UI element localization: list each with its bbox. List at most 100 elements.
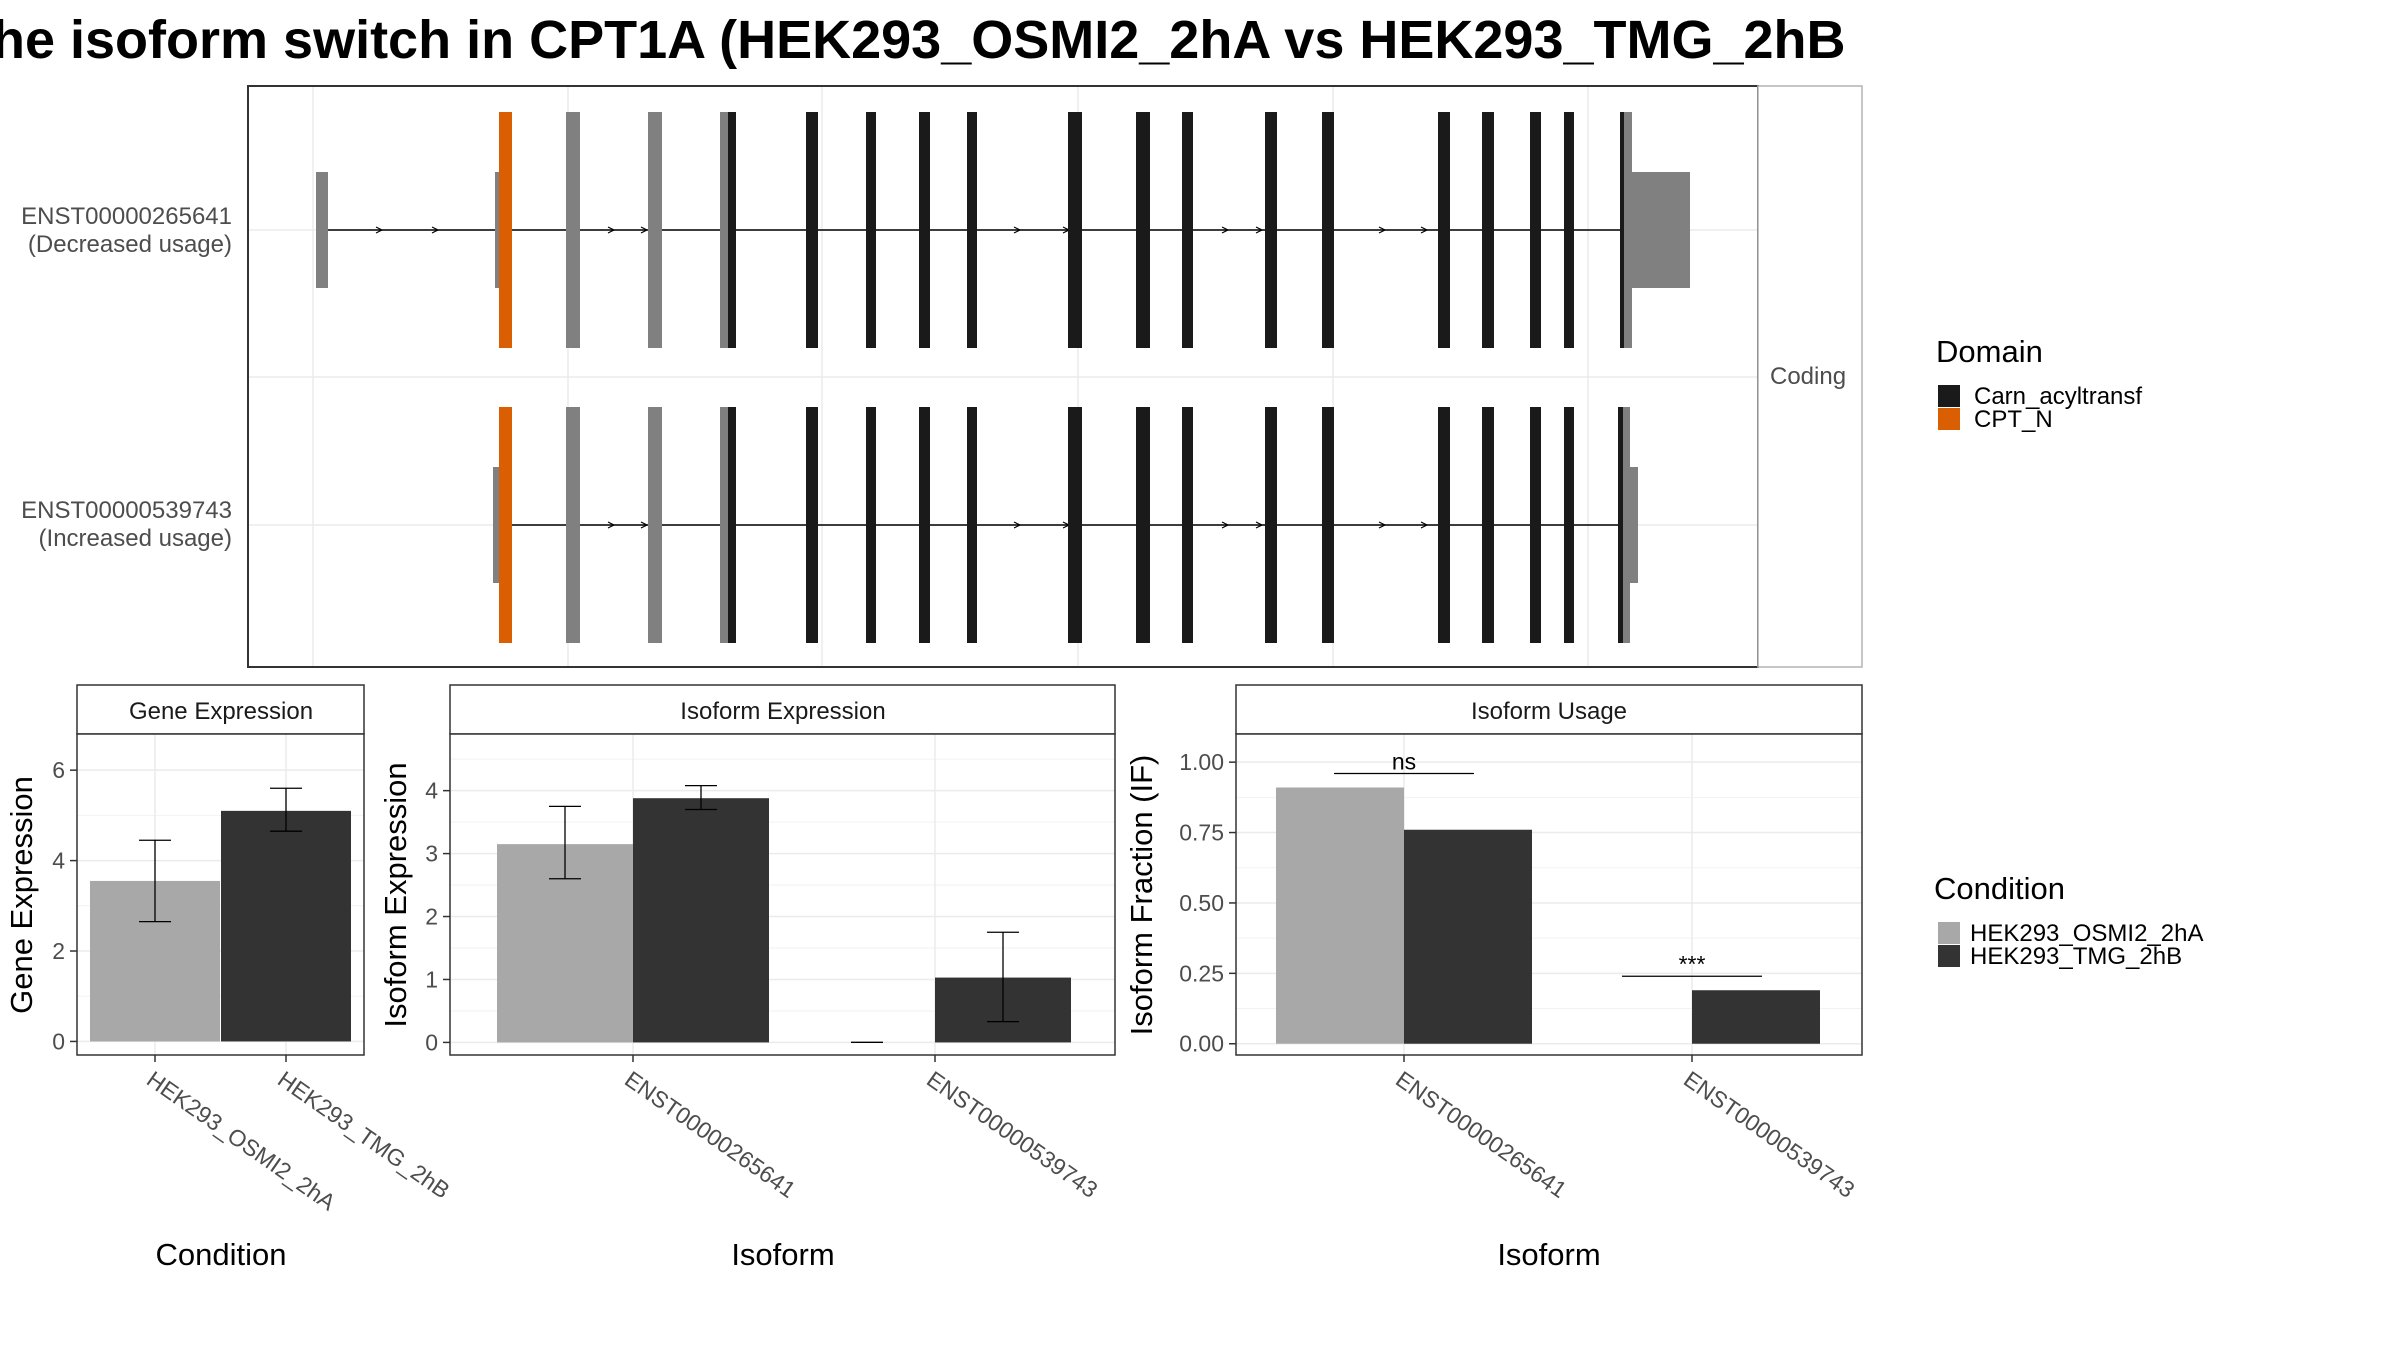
y-tick-label: 0.50 bbox=[1179, 890, 1224, 916]
intron-arrow bbox=[1378, 521, 1387, 529]
carn-acyltransf-domain-exon bbox=[1438, 112, 1450, 348]
x-tick-label: ENST00000539743 bbox=[1679, 1066, 1859, 1203]
strip-label: Coding bbox=[1770, 363, 1846, 390]
panel-strip-box bbox=[1235, 684, 1863, 735]
intron-arrow bbox=[375, 226, 384, 234]
isoform-expression-x-title: Isoform bbox=[731, 1237, 834, 1272]
significance-label: ns bbox=[1392, 749, 1416, 775]
intron-arrow bbox=[607, 226, 616, 234]
isoform-usage-x-title: Isoform bbox=[1497, 1237, 1600, 1272]
carn-acyltransf-domain-exon bbox=[728, 112, 736, 348]
cpt-n-domain-exon bbox=[499, 112, 512, 348]
carn-acyltransf-domain-exon bbox=[1438, 407, 1450, 643]
strip-box bbox=[1757, 85, 1863, 668]
transcript-label-1-note: (Decreased usage) bbox=[28, 231, 232, 258]
coding-exon bbox=[1624, 112, 1632, 348]
carn-acyltransf-domain-exon bbox=[1068, 407, 1082, 643]
y-tick-label: 3 bbox=[425, 841, 438, 867]
carn-acyltransf-domain-exon bbox=[1618, 407, 1626, 643]
intron-arrow bbox=[1221, 521, 1230, 529]
carn-acyltransf-domain-exon bbox=[1265, 112, 1277, 348]
y-tick-label: 0 bbox=[52, 1028, 65, 1054]
coding-exon bbox=[566, 112, 580, 348]
legend-key-osmi2 bbox=[1938, 922, 1960, 944]
utr-exon bbox=[1629, 172, 1690, 288]
coding-exon bbox=[720, 112, 728, 348]
intron-arrow bbox=[1378, 226, 1387, 234]
y-tick-label: 0 bbox=[425, 1029, 438, 1055]
carn-acyltransf-domain-exon bbox=[728, 407, 736, 643]
carn-acyltransf-domain-exon bbox=[806, 407, 818, 643]
y-tick-label: 2 bbox=[52, 938, 65, 964]
legend-key-tmg bbox=[1938, 945, 1960, 967]
legend-label-tmg: HEK293_TMG_2hB bbox=[1970, 943, 2182, 970]
intron-arrow bbox=[1420, 521, 1429, 529]
carn-acyltransf-domain-exon bbox=[967, 407, 977, 643]
intron-arrow bbox=[431, 226, 440, 234]
isoform-expression-panel: 0 1 2 3 4 ENST00000265641 ENST00000539743 Isof… bbox=[378, 684, 1116, 1272]
coding-exon bbox=[1623, 407, 1630, 643]
coding-exon bbox=[720, 407, 728, 643]
y-tick-label: 1 bbox=[425, 966, 438, 992]
significance-label: *** bbox=[1679, 951, 1706, 977]
carn-acyltransf-domain-exon bbox=[1136, 112, 1150, 348]
intron-arrow bbox=[640, 521, 649, 529]
bar bbox=[221, 810, 351, 1042]
transcript-structure-panel: Coding ENST00000265641 (Decreased usage)… bbox=[21, 85, 1863, 668]
intron-arrow bbox=[1221, 226, 1230, 234]
intron-arrow bbox=[1013, 226, 1022, 234]
intron-arrow bbox=[1255, 226, 1264, 234]
coding-exon bbox=[566, 407, 580, 643]
panel-border bbox=[1235, 733, 1863, 1056]
y-tick-label: 4 bbox=[52, 848, 65, 874]
carn-acyltransf-domain-exon bbox=[1182, 112, 1193, 348]
transcript-label-2-id: ENST00000539743 bbox=[21, 497, 232, 524]
y-tick-label: 0.75 bbox=[1179, 820, 1224, 846]
carn-acyltransf-domain-exon bbox=[866, 112, 876, 348]
carn-acyltransf-domain-exon bbox=[1482, 112, 1494, 348]
legend-key-cpt-n bbox=[1938, 408, 1960, 430]
carn-acyltransf-domain-exon bbox=[1265, 407, 1277, 643]
intron-arrow bbox=[1013, 521, 1022, 529]
carn-acyltransf-domain-exon bbox=[1564, 407, 1574, 643]
condition-legend: Condition HEK293_OSMI2_2hA HEK293_TMG_2h… bbox=[1934, 871, 2203, 970]
isoform-usage-strip-title: Isoform Usage bbox=[1471, 698, 1627, 725]
intron-arrow bbox=[607, 521, 616, 529]
domain-legend: Domain Carn_acyltransf CPT_N bbox=[1936, 334, 2142, 433]
carn-acyltransf-domain-exon bbox=[1182, 407, 1193, 643]
y-tick-label: 6 bbox=[52, 757, 65, 783]
transcript-label-2-note: (Increased usage) bbox=[39, 525, 232, 552]
domain-legend-title: Domain bbox=[1936, 334, 2043, 369]
y-tick-label: 4 bbox=[425, 778, 438, 804]
gene-expression-strip-title: Gene Expression bbox=[129, 698, 313, 725]
carn-acyltransf-domain-exon bbox=[1530, 112, 1541, 348]
coding-exon bbox=[648, 112, 662, 348]
carn-acyltransf-domain-exon bbox=[1068, 112, 1082, 348]
coding-exon bbox=[648, 407, 662, 643]
x-tick-label: ENST00000265641 bbox=[620, 1066, 800, 1203]
carn-acyltransf-domain-exon bbox=[919, 112, 930, 348]
carn-acyltransf-domain-exon bbox=[1136, 407, 1150, 643]
carn-acyltransf-domain-exon bbox=[1564, 112, 1574, 348]
carn-acyltransf-domain-exon bbox=[967, 112, 977, 348]
figure-title: he isoform switch in CPT1A (HEK293_OSMI2… bbox=[0, 10, 1846, 70]
isoform-expression-y-title: Isoform Expression bbox=[378, 762, 413, 1027]
intron-arrow bbox=[1420, 226, 1429, 234]
isoform-expression-strip-title: Isoform Expression bbox=[680, 698, 885, 725]
bar bbox=[1692, 990, 1820, 1044]
transcript-label-1-id: ENST00000265641 bbox=[21, 203, 232, 230]
panel-plot-layer: 0 1 2 3 4 ENST00000265641 ENST00000539743 bbox=[425, 684, 1116, 1203]
panel-border bbox=[449, 733, 1116, 1056]
carn-acyltransf-domain-exon bbox=[1322, 407, 1334, 643]
cpt-n-domain-exon bbox=[499, 407, 512, 643]
condition-legend-title: Condition bbox=[1934, 871, 2065, 906]
x-tick-label: ENST00000539743 bbox=[922, 1066, 1102, 1203]
carn-acyltransf-domain-exon bbox=[1322, 112, 1334, 348]
y-tick-label: 0.00 bbox=[1179, 1031, 1224, 1057]
isoform-usage-panel: 0.00 0.25 0.50 0.75 1.00 ENST00000265641 ENST0… bbox=[1124, 684, 1863, 1272]
panel-strip-box bbox=[449, 684, 1116, 735]
y-tick-label: 2 bbox=[425, 904, 438, 930]
x-tick-label: ENST00000265641 bbox=[1391, 1066, 1571, 1203]
legend-label-carn-acyltransf: Carn_acyltransf bbox=[1974, 383, 2142, 410]
legend-label-osmi2: HEK293_OSMI2_2hA bbox=[1970, 920, 2203, 947]
